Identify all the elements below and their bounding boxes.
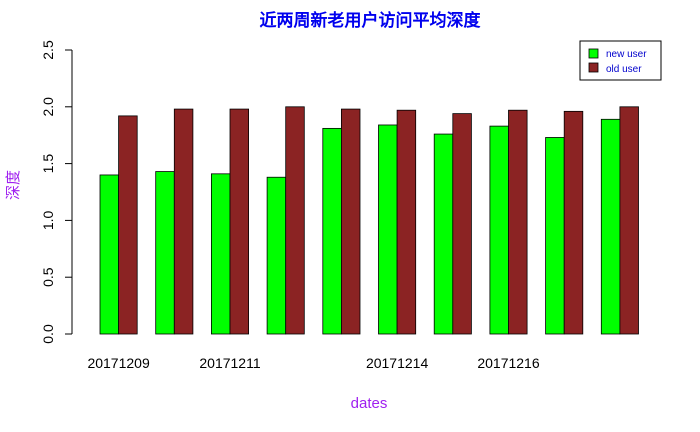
y-tick-label: 2.0 xyxy=(40,97,56,117)
bar-new-user-5 xyxy=(322,127,342,335)
bar-new-user-9 xyxy=(545,137,565,335)
y-tick-label: 2.5 xyxy=(40,40,56,60)
x-tick-labels: 20171209 20171211 20171214 20171216 xyxy=(87,355,539,371)
x-tick-label: 20171216 xyxy=(477,355,540,371)
bar-new-user-1 xyxy=(99,174,120,335)
x-tick-label: 20171211 xyxy=(199,355,260,371)
bar-old-user-6 xyxy=(396,109,417,335)
bar-new-user-6 xyxy=(378,124,398,335)
bar-new-user-10 xyxy=(600,118,621,335)
bar-new-user-8 xyxy=(489,125,509,335)
legend: new user old user xyxy=(579,40,662,81)
y-tick-label: 0.0 xyxy=(40,324,56,344)
x-axis-label: dates xyxy=(351,395,388,412)
legend-label-old-user: old user xyxy=(606,64,642,75)
bar-old-user-5 xyxy=(340,108,361,335)
bar-new-user-3 xyxy=(210,173,231,335)
chart-title: 近两周新老用户访问平均深度 xyxy=(260,10,482,31)
bar-old-user-2 xyxy=(173,108,194,335)
bar-new-user-4 xyxy=(266,176,287,335)
legend-box xyxy=(579,40,662,81)
bar-old-user-3 xyxy=(229,108,250,335)
legend-swatch-new-user xyxy=(588,48,599,59)
bar-old-user-7 xyxy=(452,113,472,335)
bar-old-user-9 xyxy=(563,110,584,335)
bar-old-user-10 xyxy=(619,106,639,335)
bar-old-user-4 xyxy=(285,106,305,335)
bar-old-user-1 xyxy=(118,115,138,335)
legend-label-new-user: new user xyxy=(606,49,647,60)
bar-old-user-8 xyxy=(508,109,528,335)
y-axis: 0.0 0.5 1.0 1.5 2.0 2.5 xyxy=(40,40,73,344)
legend-swatch-old-user xyxy=(588,62,599,73)
y-tick-label: 0.5 xyxy=(40,267,56,287)
bar-new-user-7 xyxy=(433,133,454,335)
bar-new-user-2 xyxy=(155,171,175,335)
x-tick-label: 20171214 xyxy=(366,355,429,371)
bars xyxy=(99,106,639,335)
y-axis-label: 深度 xyxy=(5,170,22,200)
y-tick-label: 1.5 xyxy=(40,154,56,174)
y-tick-label: 1.0 xyxy=(40,210,56,230)
x-tick-label: 20171209 xyxy=(87,355,150,371)
